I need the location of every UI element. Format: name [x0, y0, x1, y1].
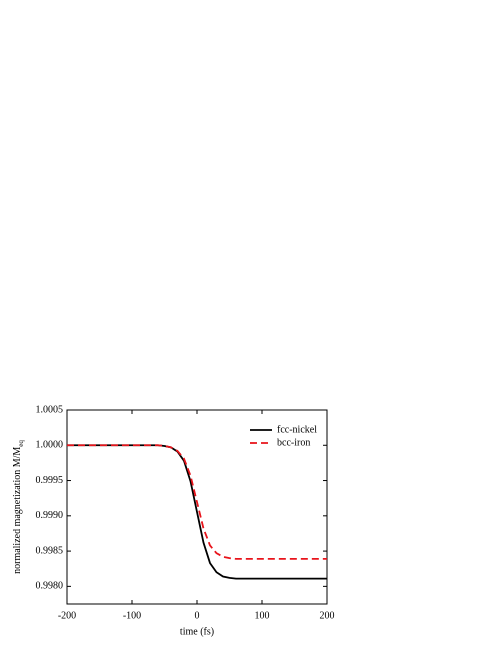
y-axis-label-main: normalized magnetization M/M — [12, 447, 23, 574]
y-axis-label: normalized magnetization M/Meq — [12, 440, 24, 574]
y-tick-label: 1.0005 — [36, 404, 64, 415]
x-tick-label: 0 — [195, 610, 200, 621]
y-tick-label: 0.9985 — [36, 545, 64, 556]
y-axis-label-sub: eq — [17, 440, 25, 447]
x-axis-label: time (fs) — [180, 626, 214, 637]
data-line — [67, 444, 327, 560]
x-tick-label: -200 — [58, 610, 76, 621]
y-tick-label: 0.9990 — [36, 510, 64, 521]
x-tick-label: -100 — [123, 610, 141, 621]
x-tick-label: 100 — [255, 610, 270, 621]
x-tick-label: 200 — [320, 610, 335, 621]
legend-label: fcc-nickel — [277, 424, 317, 435]
y-tick-label: 0.9995 — [36, 475, 64, 486]
y-tick-label: 0.9980 — [36, 581, 64, 592]
y-tick-label: 1.0000 — [36, 440, 64, 451]
legend-label: bcc-iron — [277, 437, 310, 448]
data-line — [67, 444, 327, 580]
